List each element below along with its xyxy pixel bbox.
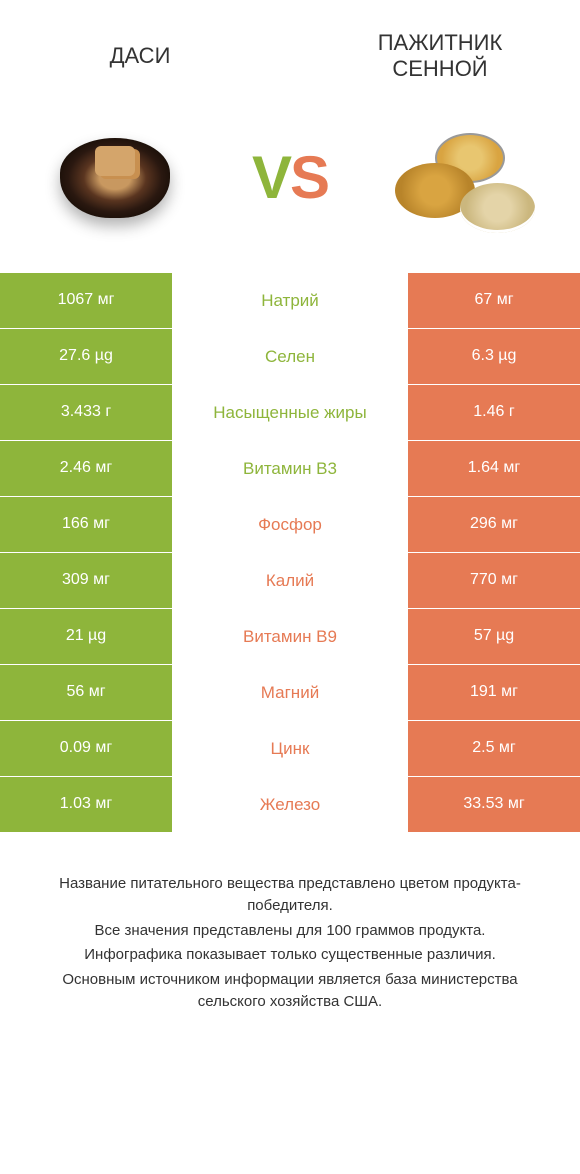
right-value-cell: 6.3 µg (408, 329, 580, 384)
right-value-cell: 33.53 мг (408, 777, 580, 832)
right-value-cell: 1.64 мг (408, 441, 580, 496)
table-row: 21 µgВитамин B957 µg (0, 609, 580, 665)
right-value-cell: 67 мг (408, 273, 580, 328)
table-row: 0.09 мгЦинк2.5 мг (0, 721, 580, 777)
left-value-cell: 27.6 µg (0, 329, 172, 384)
dashi-bowl-icon (60, 138, 170, 218)
footer-notes: Название питательного вещества представл… (0, 833, 580, 1036)
table-row: 3.433 гНасыщенные жиры1.46 г (0, 385, 580, 441)
table-row: 2.46 мгВитамин B31.64 мг (0, 441, 580, 497)
header: ДАСИ ПАЖИТНИК СЕННОЙ (0, 0, 580, 103)
left-value-cell: 21 µg (0, 609, 172, 664)
table-row: 309 мгКалий770 мг (0, 553, 580, 609)
right-value-cell: 296 мг (408, 497, 580, 552)
right-product-title: ПАЖИТНИК СЕННОЙ (340, 30, 540, 83)
nutrient-name-cell: Витамин B3 (172, 441, 408, 496)
vs-row: VS (0, 103, 580, 273)
right-value-cell: 2.5 мг (408, 721, 580, 776)
nutrient-name-cell: Натрий (172, 273, 408, 328)
footer-line: Название питательного вещества представл… (30, 873, 550, 918)
nutrient-name-cell: Магний (172, 665, 408, 720)
nutrient-name-cell: Насыщенные жиры (172, 385, 408, 440)
left-value-cell: 1067 мг (0, 273, 172, 328)
footer-line: Все значения представлены для 100 граммо… (30, 920, 550, 943)
fenugreek-seeds-icon (395, 123, 535, 233)
left-value-cell: 56 мг (0, 665, 172, 720)
nutrient-name-cell: Фосфор (172, 497, 408, 552)
vs-s: S (290, 144, 328, 211)
table-row: 166 мгФосфор296 мг (0, 497, 580, 553)
left-value-cell: 0.09 мг (0, 721, 172, 776)
vs-label: VS (252, 143, 328, 212)
left-value-cell: 1.03 мг (0, 777, 172, 832)
footer-line: Основным источником информации является … (30, 969, 550, 1014)
comparison-table: 1067 мгНатрий67 мг27.6 µgСелен6.3 µg3.43… (0, 273, 580, 833)
nutrient-name-cell: Селен (172, 329, 408, 384)
left-value-cell: 3.433 г (0, 385, 172, 440)
right-product-image (390, 113, 540, 243)
nutrient-name-cell: Калий (172, 553, 408, 608)
left-value-cell: 166 мг (0, 497, 172, 552)
table-row: 27.6 µgСелен6.3 µg (0, 329, 580, 385)
table-row: 1067 мгНатрий67 мг (0, 273, 580, 329)
footer-line: Инфографика показывает только существенн… (30, 944, 550, 967)
nutrient-name-cell: Витамин B9 (172, 609, 408, 664)
left-value-cell: 309 мг (0, 553, 172, 608)
left-product-image (40, 113, 190, 243)
right-value-cell: 770 мг (408, 553, 580, 608)
right-value-cell: 1.46 г (408, 385, 580, 440)
vs-v: V (252, 144, 290, 211)
right-value-cell: 57 µg (408, 609, 580, 664)
nutrient-name-cell: Цинк (172, 721, 408, 776)
right-value-cell: 191 мг (408, 665, 580, 720)
left-product-title: ДАСИ (40, 43, 240, 69)
table-row: 56 мгМагний191 мг (0, 665, 580, 721)
nutrient-name-cell: Железо (172, 777, 408, 832)
table-row: 1.03 мгЖелезо33.53 мг (0, 777, 580, 833)
left-value-cell: 2.46 мг (0, 441, 172, 496)
